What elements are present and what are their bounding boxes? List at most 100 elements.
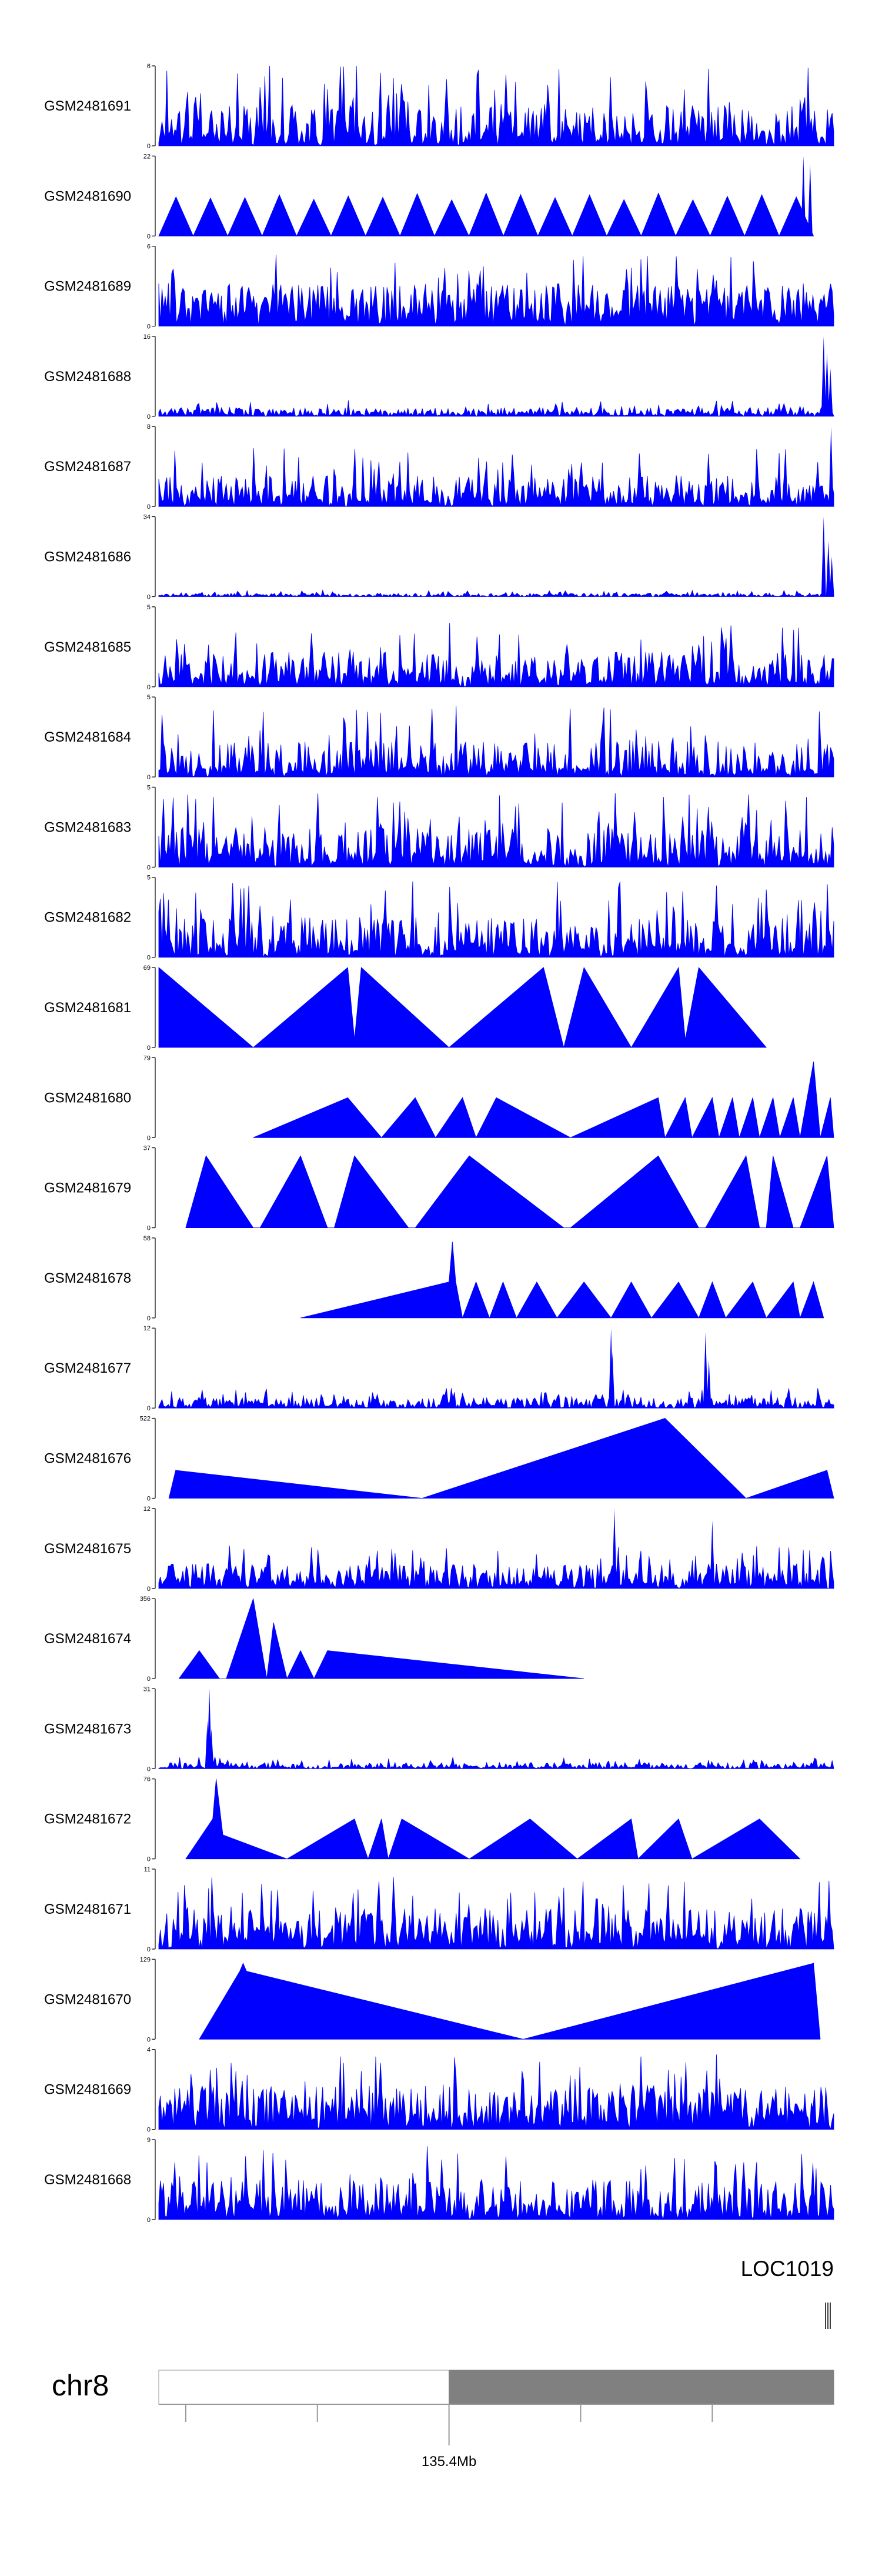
signal-area — [158, 793, 834, 867]
y-max-label: 79 — [143, 1055, 151, 1062]
track-label: GSM2481670 — [44, 1991, 131, 2007]
signal-area — [158, 1546, 834, 1589]
signal-area — [158, 589, 834, 598]
track: GSM2481682 5 0 — [44, 875, 834, 962]
ideogram-band-dark — [449, 2370, 834, 2405]
signal-spike — [801, 156, 806, 236]
track: GSM2481674 356 0 — [44, 1596, 584, 1683]
signal-spike — [612, 1508, 617, 1589]
track-label: GSM2481673 — [44, 1721, 131, 1737]
y-min-label: 0 — [147, 1134, 151, 1142]
signal-spike — [703, 1332, 708, 1409]
signal-spike — [828, 426, 834, 507]
track-label: GSM2481679 — [44, 1180, 131, 1196]
y-max-label: 8 — [147, 423, 151, 431]
signal-area — [158, 2146, 834, 2221]
signal-area — [158, 1757, 834, 1770]
signal-area — [168, 1418, 834, 1499]
track-label: GSM2481689 — [44, 279, 131, 295]
track-label: GSM2481686 — [44, 549, 131, 565]
y-min-label: 0 — [147, 1405, 151, 1412]
y-min-label: 0 — [147, 1676, 151, 1683]
y-max-label: 22 — [143, 153, 151, 160]
track-label: GSM2481682 — [44, 910, 131, 926]
signal-area — [300, 1242, 824, 1319]
y-min-label: 0 — [147, 323, 151, 331]
track: GSM2481689 6 0 — [44, 243, 834, 331]
y-max-label: 12 — [143, 1325, 151, 1332]
y-min-label: 0 — [147, 1586, 151, 1593]
track: GSM2481679 37 0 — [44, 1145, 834, 1232]
y-max-label: 5 — [147, 694, 151, 701]
y-min-label: 0 — [147, 864, 151, 871]
track: GSM2481683 5 0 — [44, 784, 834, 871]
track-label: GSM2481688 — [44, 369, 131, 385]
track-label: GSM2481685 — [44, 639, 131, 655]
track-label: GSM2481681 — [44, 1000, 131, 1016]
track: GSM2481691 6 0 — [44, 63, 834, 150]
signal-spike — [821, 336, 826, 416]
track-label: GSM2481680 — [44, 1090, 131, 1106]
track: GSM2481690 22 0 — [44, 153, 814, 240]
track-label: GSM2481669 — [44, 2082, 131, 2098]
signal-spike — [824, 352, 830, 416]
track-label: GSM2481676 — [44, 1451, 131, 1467]
y-max-label: 11 — [144, 1866, 151, 1873]
signal-area — [185, 1155, 834, 1228]
y-min-label: 0 — [147, 2217, 151, 2224]
y-max-label: 76 — [143, 1776, 151, 1783]
track-label: GSM2481683 — [44, 819, 131, 835]
signal-spike — [826, 540, 831, 597]
y-max-label: 4 — [147, 2047, 151, 2054]
track-label: GSM2481675 — [44, 1541, 131, 1557]
y-min-label: 0 — [147, 1946, 151, 1953]
track-label: GSM2481672 — [44, 1811, 131, 1827]
y-max-label: 9 — [147, 2137, 151, 2144]
y-max-label: 5 — [147, 604, 151, 611]
signal-area — [158, 65, 834, 146]
track: GSM2481678 58 0 — [44, 1235, 824, 1322]
y-min-label: 0 — [147, 2127, 151, 2134]
track: GSM2481684 5 0 — [44, 694, 834, 781]
signal-area — [158, 966, 767, 1048]
signal-area — [158, 192, 814, 237]
track-label: GSM2481668 — [44, 2172, 131, 2188]
y-max-label: 34 — [143, 514, 151, 521]
track-label: GSM2481674 — [44, 1631, 131, 1647]
track: GSM2481673 31 0 — [44, 1686, 834, 1773]
y-min-label: 0 — [147, 684, 151, 691]
track: GSM2481668 9 0 — [44, 2137, 834, 2224]
y-max-label: 356 — [140, 1596, 151, 1603]
track: GSM2481670 129 0 — [44, 1956, 821, 2043]
track-label: GSM2481687 — [44, 459, 131, 475]
signal-area — [158, 623, 834, 688]
y-max-label: 37 — [143, 1145, 151, 1152]
y-min-label: 0 — [147, 503, 151, 510]
signal-area — [253, 1062, 834, 1139]
gene-label: LOC1019 — [741, 2257, 834, 2281]
y-min-label: 0 — [147, 413, 151, 421]
y-min-label: 0 — [147, 1496, 151, 1503]
signal-area — [158, 448, 834, 508]
y-min-label: 0 — [147, 774, 151, 781]
track: GSM2481685 5 0 — [44, 604, 834, 691]
signal-area — [158, 1877, 834, 1950]
signal-area — [158, 2054, 834, 2130]
y-max-label: 5 — [147, 784, 151, 791]
y-min-label: 0 — [147, 1766, 151, 1773]
track-label: GSM2481677 — [44, 1360, 131, 1376]
y-min-label: 0 — [147, 143, 151, 150]
track: GSM2481675 12 0 — [44, 1506, 834, 1593]
y-max-label: 6 — [147, 63, 151, 70]
signal-area — [178, 1598, 584, 1680]
signal-tracks: GSM248169160GSM2481690220GSM248168960GSM… — [44, 63, 834, 2224]
y-max-label: 522 — [140, 1416, 151, 1423]
ideogram-band-light — [158, 2370, 450, 2405]
y-min-label: 0 — [147, 1045, 151, 1052]
signal-spike — [706, 1360, 711, 1409]
signal-area — [158, 706, 834, 778]
signal-area — [158, 254, 834, 326]
chromosome-ideogram — [158, 2370, 834, 2445]
y-max-label: 58 — [143, 1235, 151, 1242]
